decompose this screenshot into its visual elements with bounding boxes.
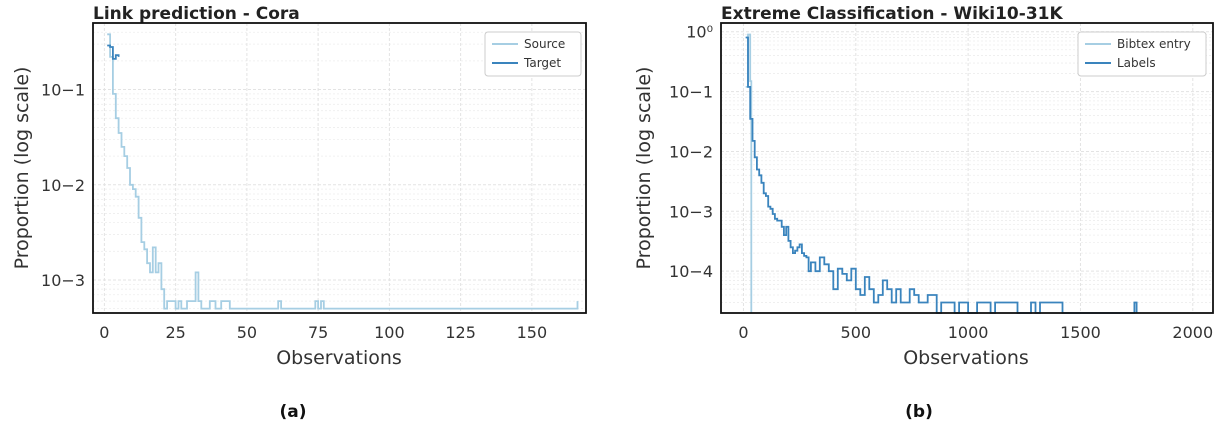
y-tick-label: 10−3 [41,271,85,290]
x-tick-label: 75 [308,323,328,342]
series-line-labels [745,36,1138,314]
x-axis-label-b: Observations [903,347,1029,369]
x-axis-label-a: Observations [276,347,402,369]
series-line-target [107,44,120,60]
series-layer-a [107,33,579,310]
y-axis-label-a: Proportion (log scale) [11,67,33,270]
x-tick-label: 150 [517,323,548,342]
x-tick-label: 0 [738,323,748,342]
grid-a [93,22,586,313]
series-line-source [107,33,579,310]
x-ticks-b: 0 500 1000 1500 2000 [738,323,1213,342]
caption-b: (b) [905,402,933,422]
legend-label-source: Source [524,37,565,51]
y-ticks-b: 10−4 10−3 10−2 10−1 10⁰ [669,23,713,281]
series-layer-b [745,33,1138,314]
y-tick-label: 10⁰ [686,23,713,42]
chart-panel-a: Link prediction - Cora 0 25 50 75 100 125 150 … [11,4,587,422]
legend-b: Bibtex entry Labels [1077,31,1207,77]
legend-label-labels: Labels [1117,56,1156,70]
x-tick-label: 2000 [1172,323,1213,342]
x-tick-label: 0 [99,323,109,342]
plot-frame-b [720,22,1214,314]
x-tick-label: 125 [445,323,476,342]
y-tick-label: 10−4 [669,262,713,281]
legend-a: Source Target [484,31,582,77]
x-tick-label: 50 [237,323,257,342]
x-ticks-a: 0 25 50 75 100 125 150 [99,323,547,342]
x-tick-label: 1500 [1060,323,1101,342]
x-tick-label: 25 [165,323,185,342]
caption-a: (a) [279,402,306,422]
chart-panel-b: Extreme Classification - Wiki10-31K 0 500… [633,4,1214,422]
x-tick-label: 1000 [948,323,989,342]
y-tick-label: 10−2 [669,142,713,161]
y-ticks-a: 10−3 10−2 10−1 [41,81,85,290]
y-tick-label: 10−3 [669,202,713,221]
x-tick-label: 100 [374,323,405,342]
y-tick-label: 10−2 [41,176,85,195]
y-tick-label: 10−1 [669,83,713,102]
legend-label-target: Target [523,56,561,70]
plot-frame-a [92,22,587,314]
legend-label-bibtex: Bibtex entry [1117,37,1191,51]
x-tick-label: 500 [841,323,872,342]
chart-title-a: Link prediction - Cora [93,4,300,24]
y-axis-label-b: Proportion (log scale) [633,67,655,270]
chart-title-b: Extreme Classification - Wiki10-31K [721,4,1063,24]
y-tick-label: 10−1 [41,81,85,100]
